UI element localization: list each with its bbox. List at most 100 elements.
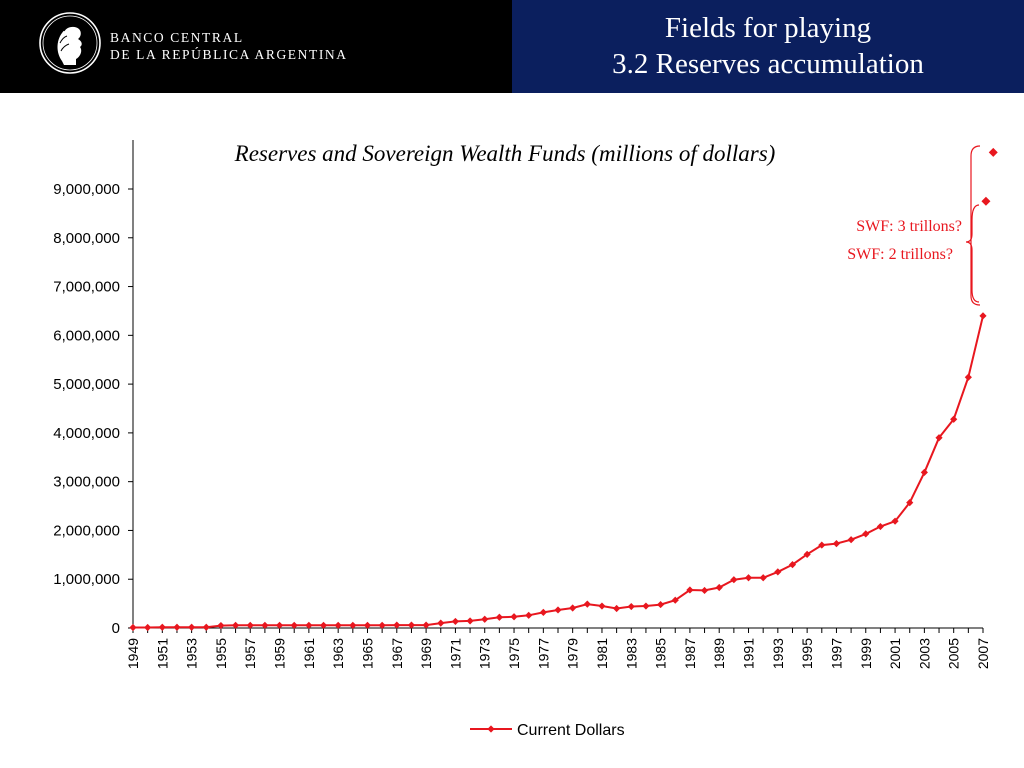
data-point (686, 586, 694, 594)
legend-label: Current Dollars (517, 722, 625, 739)
data-point (466, 617, 474, 625)
data-point (422, 621, 430, 629)
data-point (407, 621, 416, 629)
x-tick-label: 1969 (418, 638, 434, 669)
data-point (495, 613, 503, 621)
data-point (715, 583, 723, 592)
data-point (539, 608, 547, 616)
data-point (569, 604, 577, 612)
x-tick-label: 1985 (653, 638, 669, 669)
data-point (671, 596, 679, 604)
data-point (554, 606, 562, 614)
data-point (188, 623, 196, 631)
x-tick-label: 1951 (154, 638, 170, 669)
data-point (818, 541, 826, 549)
data-point (349, 621, 357, 629)
x-tick-label: 1995 (799, 638, 815, 669)
data-point (583, 600, 591, 608)
x-tick-label: 2003 (916, 638, 932, 669)
x-tick-label: 1967 (389, 638, 405, 669)
y-tick-label: 0 (112, 620, 120, 637)
swf-data-point (981, 196, 991, 206)
data-point (129, 623, 137, 632)
data-point (334, 621, 342, 629)
swf-2-label: SWF: 2 trillons? (847, 246, 953, 263)
data-point (876, 522, 885, 531)
data-point (862, 530, 870, 538)
data-point (305, 621, 313, 629)
data-point (393, 621, 401, 629)
data-point (847, 536, 855, 544)
x-tick-label: 1979 (565, 638, 581, 669)
data-point (788, 560, 797, 569)
legend-marker (487, 725, 495, 733)
data-point (730, 576, 738, 584)
header-left-panel: BANCO CENTRAL DE LA REPÚBLICA ARGENTINA (0, 0, 512, 93)
x-tick-label: 1959 (272, 638, 288, 669)
data-point (964, 373, 972, 381)
data-point (510, 613, 518, 621)
data-point (173, 623, 181, 631)
y-tick-label: 2,000,000 (53, 522, 120, 539)
data-point (832, 540, 841, 548)
x-tick-label: 1993 (770, 638, 786, 669)
data-point (481, 615, 489, 623)
x-tick-label: 1999 (858, 638, 874, 669)
slide-title-line2: 3.2 Reserves accumulation (612, 48, 924, 80)
data-point (598, 602, 606, 610)
data-point (202, 623, 210, 631)
x-tick-label: 1991 (741, 638, 757, 669)
data-point (363, 621, 372, 629)
data-point (261, 621, 269, 629)
slide-header: BANCO CENTRAL DE LA REPÚBLICA ARGENTINA … (0, 0, 1024, 93)
data-point (144, 623, 152, 632)
data-point (759, 574, 767, 582)
x-tick-label: 2001 (887, 638, 903, 669)
data-point (217, 621, 225, 630)
x-tick-label: 2005 (946, 638, 962, 669)
data-point (906, 499, 914, 507)
bank-name-line1: BANCO CENTRAL (110, 30, 244, 45)
x-tick-label: 1971 (447, 638, 463, 669)
swf-3-label: SWF: 3 trillons? (856, 218, 962, 235)
data-point (774, 568, 782, 576)
y-tick-label: 7,000,000 (53, 279, 120, 296)
data-point (451, 617, 460, 626)
x-tick-label: 1973 (477, 638, 493, 669)
x-tick-label: 1949 (125, 638, 141, 669)
data-point (979, 312, 987, 320)
data-point (158, 623, 166, 631)
swf-data-point (988, 147, 998, 157)
slide-title: Fields for playing 3.2 Reserves accumula… (512, 10, 1024, 82)
y-tick-label: 3,000,000 (53, 474, 120, 491)
y-tick-label: 4,000,000 (53, 425, 120, 442)
y-tick-label: 5,000,000 (53, 376, 120, 393)
data-point (525, 611, 533, 619)
data-point (246, 621, 254, 629)
x-tick-label: 1957 (242, 638, 258, 669)
reserves-line-chart: Reserves and Sovereign Wealth Funds (mil… (53, 140, 998, 739)
x-tick-label: 1983 (623, 638, 639, 669)
header-right-panel (512, 0, 1024, 93)
data-point (642, 602, 650, 610)
swf-3-brace (970, 145, 981, 306)
x-tick-label: 1977 (535, 638, 551, 669)
x-tick-label: 1953 (184, 638, 200, 669)
data-point (700, 586, 709, 595)
x-tick-label: 2007 (975, 638, 991, 669)
data-point (378, 621, 386, 629)
data-point (744, 574, 753, 582)
x-tick-label: 1975 (506, 638, 522, 669)
chart-title: Reserves and Sovereign Wealth Funds (mil… (234, 141, 776, 166)
data-point (891, 517, 899, 525)
series-line-current-dollars (133, 315, 984, 629)
slide-title-line1: Fields for playing (664, 12, 872, 44)
data-point (627, 602, 635, 611)
y-tick-label: 8,000,000 (53, 230, 120, 247)
bank-name: BANCO CENTRAL DE LA REPÚBLICA ARGENTINA (110, 29, 348, 63)
y-tick-label: 9,000,000 (53, 181, 120, 198)
data-point (656, 600, 665, 609)
x-tick-label: 1963 (330, 638, 346, 669)
data-point (950, 415, 958, 423)
data-point (275, 621, 284, 629)
